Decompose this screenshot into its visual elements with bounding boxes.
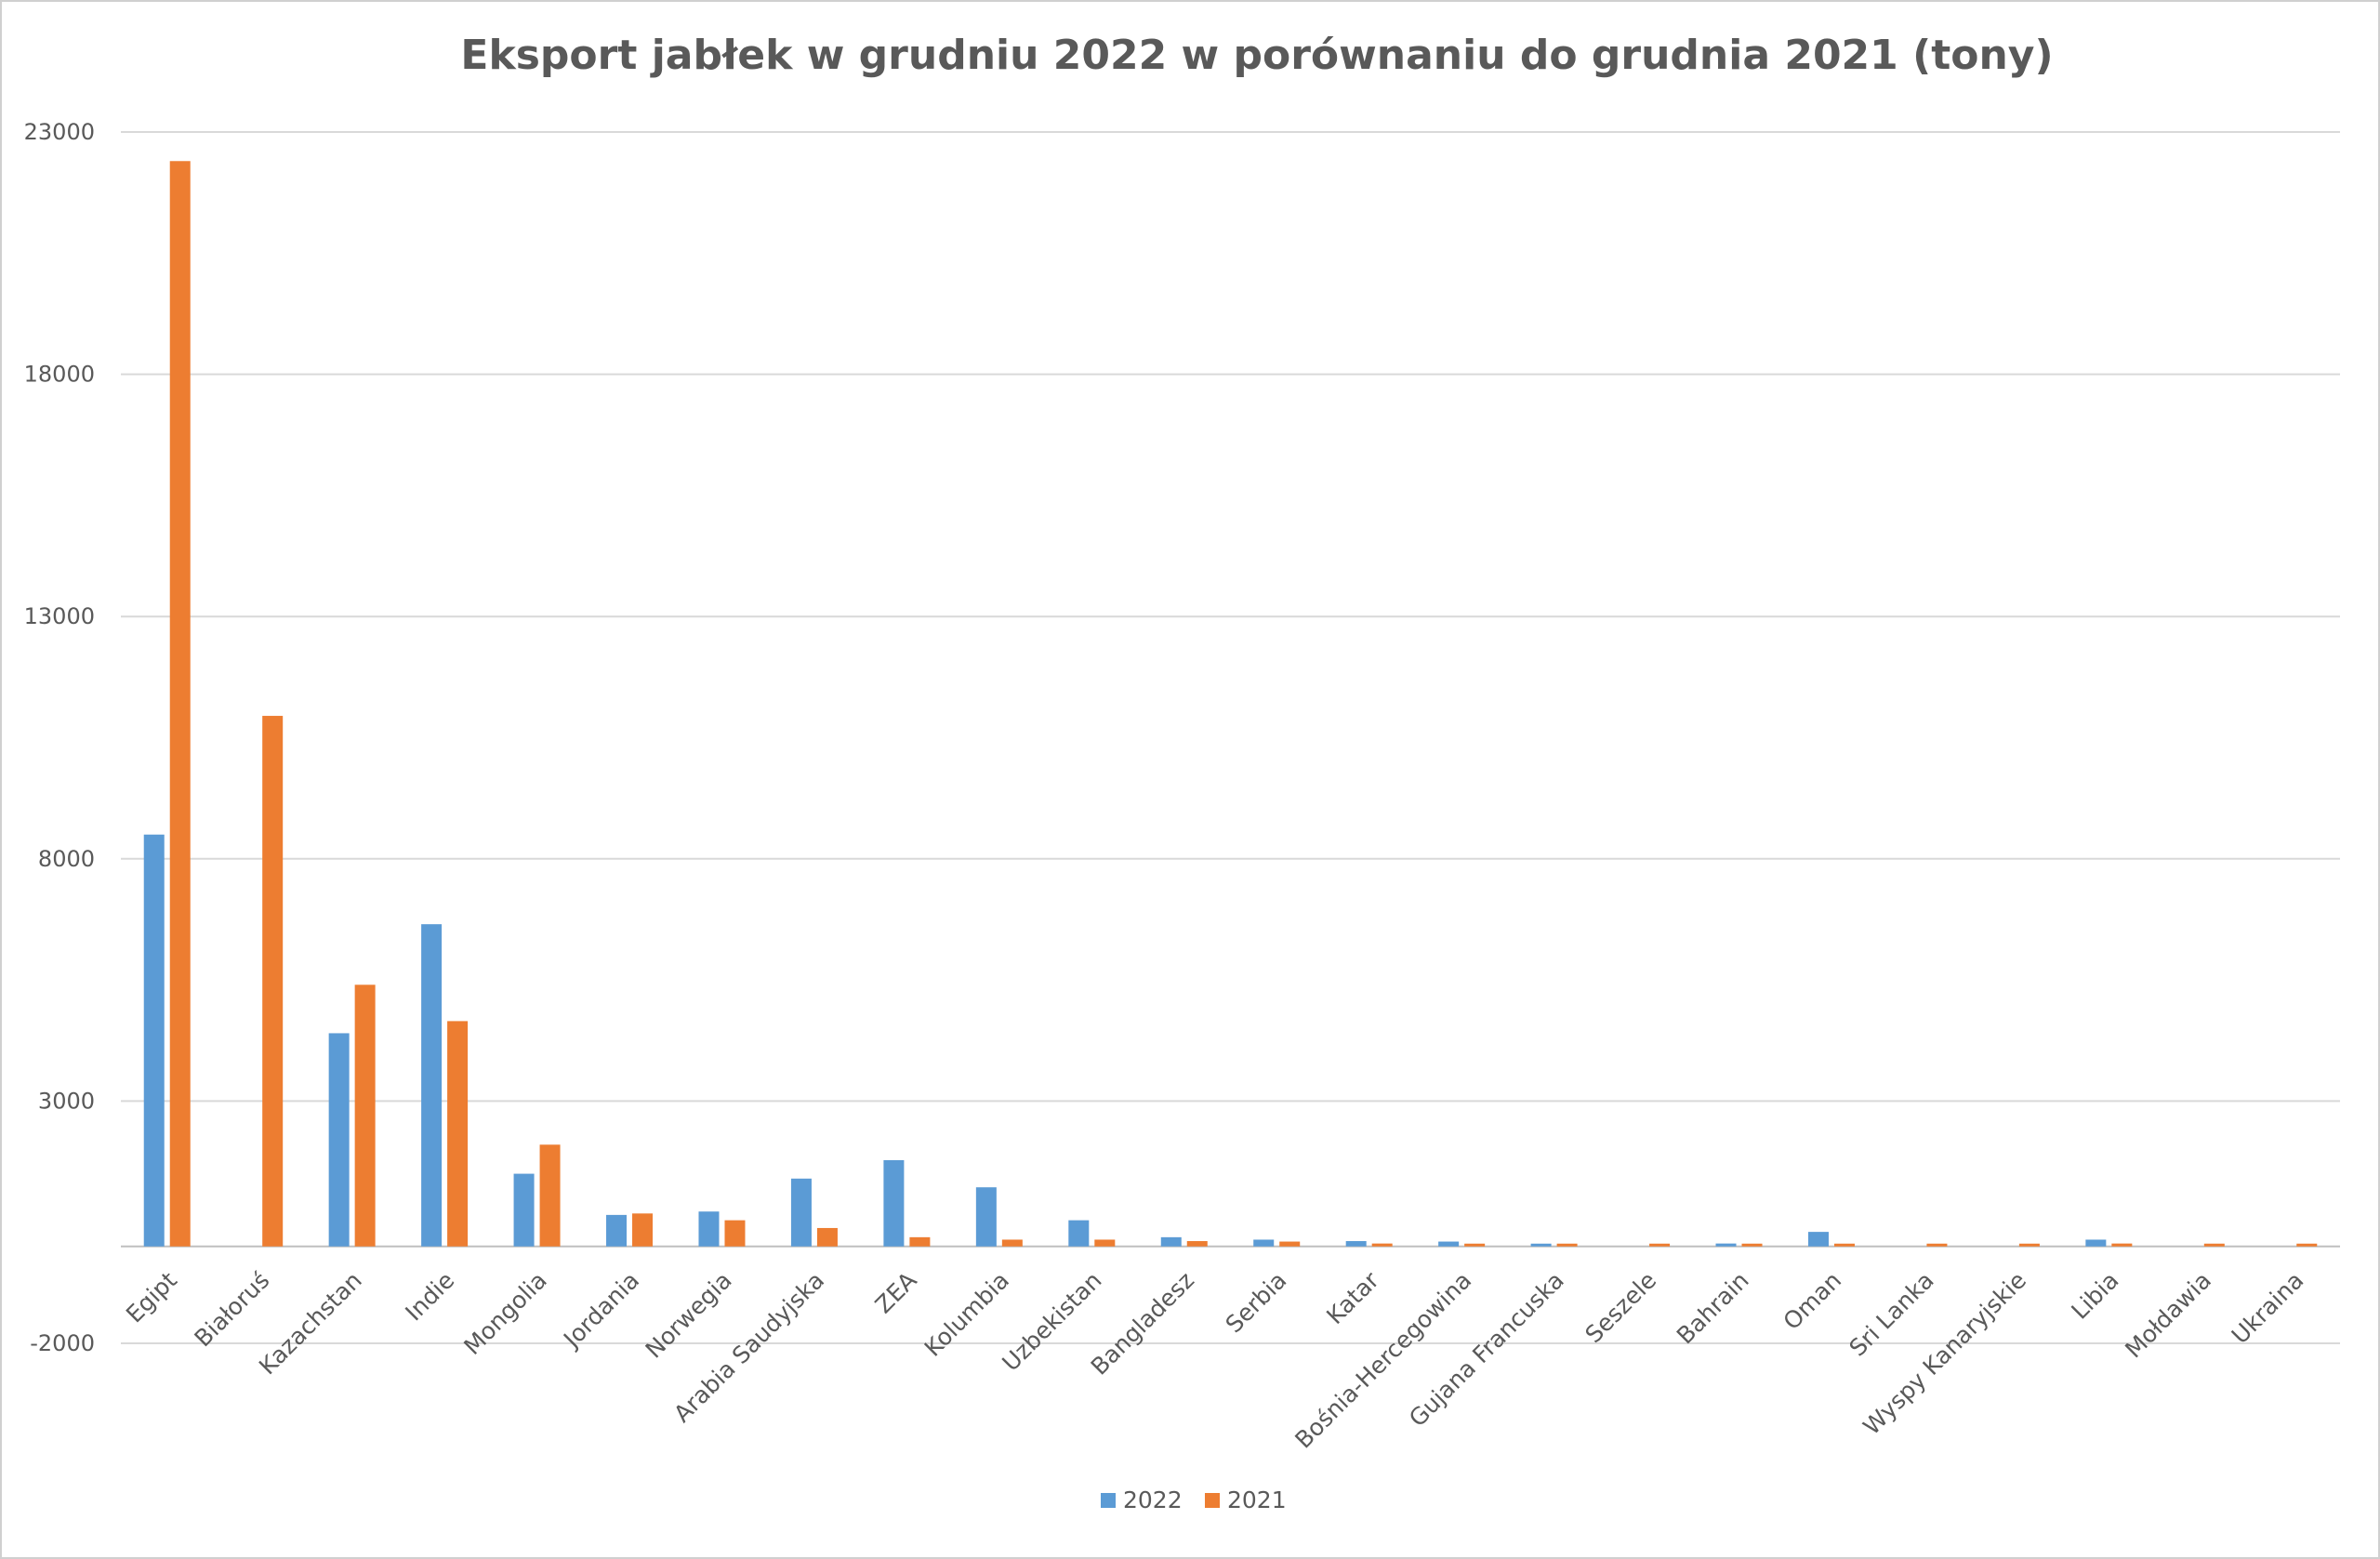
- bar-2022-18: [1807, 1232, 1829, 1247]
- bar-2021-10: [1094, 1239, 1116, 1247]
- legend: 2022 2021: [1101, 1486, 1287, 1513]
- y-tick-label: 3000: [38, 1088, 95, 1114]
- x-category-label: Indie: [400, 1266, 459, 1326]
- x-category-label: Katar: [1321, 1266, 1384, 1329]
- bar-2022-3: [421, 924, 443, 1247]
- x-category-label: Ukraina: [2227, 1266, 2309, 1349]
- bar-2021-16: [1649, 1243, 1671, 1247]
- x-category-label: Bośnia-Hercegowina: [1289, 1266, 1476, 1453]
- bar-2021-12: [1279, 1241, 1301, 1247]
- bar-2022-6: [698, 1211, 720, 1247]
- y-axis-tick-labels: -2000 3000 8000 13000 18000 23000: [24, 119, 95, 1356]
- legend-label-2021: 2021: [1227, 1486, 1287, 1513]
- bar-2021-0: [169, 161, 191, 1247]
- bar-2021-17: [1741, 1243, 1763, 1247]
- bar-2021-22: [2203, 1243, 2225, 1247]
- bar-2021-9: [1001, 1239, 1023, 1247]
- bar-2021-23: [2296, 1243, 2318, 1247]
- bar-2022-14: [1438, 1241, 1460, 1247]
- chart-title: Eksport jabłek w grudniu 2022 w porównan…: [460, 32, 2053, 79]
- x-category-label: Seszele: [1580, 1266, 1662, 1348]
- bar-2021-19: [1926, 1243, 1948, 1247]
- x-category-label: Gujana Francuska: [1404, 1266, 1569, 1432]
- bar-2021-15: [1556, 1243, 1578, 1247]
- x-category-label: Jordania: [557, 1266, 644, 1354]
- bar-2022-11: [1160, 1236, 1182, 1247]
- bar-2022-8: [883, 1159, 905, 1247]
- y-tick-label: 13000: [24, 603, 95, 629]
- bar-2021-4: [539, 1144, 561, 1247]
- y-tick-label: -2000: [30, 1330, 95, 1356]
- x-category-label: Egipt: [121, 1266, 182, 1328]
- bar-2022-2: [328, 1033, 350, 1247]
- bar-2022-4: [513, 1173, 535, 1247]
- bar-2022-5: [606, 1214, 628, 1247]
- bar-2021-21: [2111, 1243, 2133, 1247]
- x-category-label: Mołdawia: [2120, 1266, 2216, 1363]
- bar-2022-17: [1715, 1243, 1737, 1247]
- x-category-label: Sri Lanka: [1844, 1266, 1939, 1361]
- x-category-label: Białoruś: [190, 1266, 275, 1352]
- legend-swatch-2021: [1205, 1493, 1220, 1508]
- bar-2022-7: [790, 1178, 812, 1247]
- bar-2021-20: [2018, 1243, 2040, 1247]
- bar-2021-14: [1464, 1243, 1486, 1247]
- x-category-label: Libia: [2066, 1266, 2123, 1324]
- bar-2021-7: [816, 1227, 838, 1247]
- x-category-label: Bahrain: [1672, 1266, 1754, 1349]
- bar-2021-2: [354, 984, 376, 1247]
- x-category-label: Wyspy Kanaryjskie: [1858, 1266, 2031, 1440]
- bar-2021-13: [1371, 1243, 1393, 1247]
- bar-2022-10: [1068, 1220, 1090, 1247]
- bar-2021-6: [724, 1220, 746, 1247]
- bar-2021-8: [909, 1236, 931, 1247]
- y-tick-label: 18000: [24, 362, 95, 388]
- x-category-label: ZEA: [870, 1266, 922, 1318]
- bar-2022-9: [975, 1187, 997, 1247]
- gridlines: [121, 131, 2340, 1344]
- x-category-label: Serbia: [1221, 1266, 1292, 1338]
- bar-2021-11: [1186, 1241, 1208, 1247]
- bar-2021-1: [262, 716, 284, 1247]
- legend-label-2022: 2022: [1123, 1486, 1183, 1513]
- y-tick-label: 23000: [24, 119, 95, 145]
- bar-2021-18: [1833, 1243, 1855, 1247]
- bar-2022-12: [1253, 1239, 1275, 1247]
- bar-2022-0: [143, 834, 165, 1247]
- bars: [143, 161, 2318, 1247]
- bar-2021-5: [632, 1213, 654, 1247]
- x-category-label: Mongolia: [458, 1266, 551, 1359]
- bar-2022-13: [1345, 1241, 1367, 1247]
- x-category-label: Kolumbia: [919, 1266, 1014, 1361]
- bar-2022-21: [2085, 1239, 2107, 1247]
- bar-2021-3: [447, 1021, 469, 1247]
- legend-swatch-2022: [1101, 1493, 1116, 1508]
- y-tick-label: 8000: [38, 846, 95, 872]
- x-category-label: Norwegia: [641, 1266, 737, 1363]
- x-category-label: Oman: [1778, 1266, 1847, 1335]
- bar-2022-15: [1530, 1243, 1552, 1247]
